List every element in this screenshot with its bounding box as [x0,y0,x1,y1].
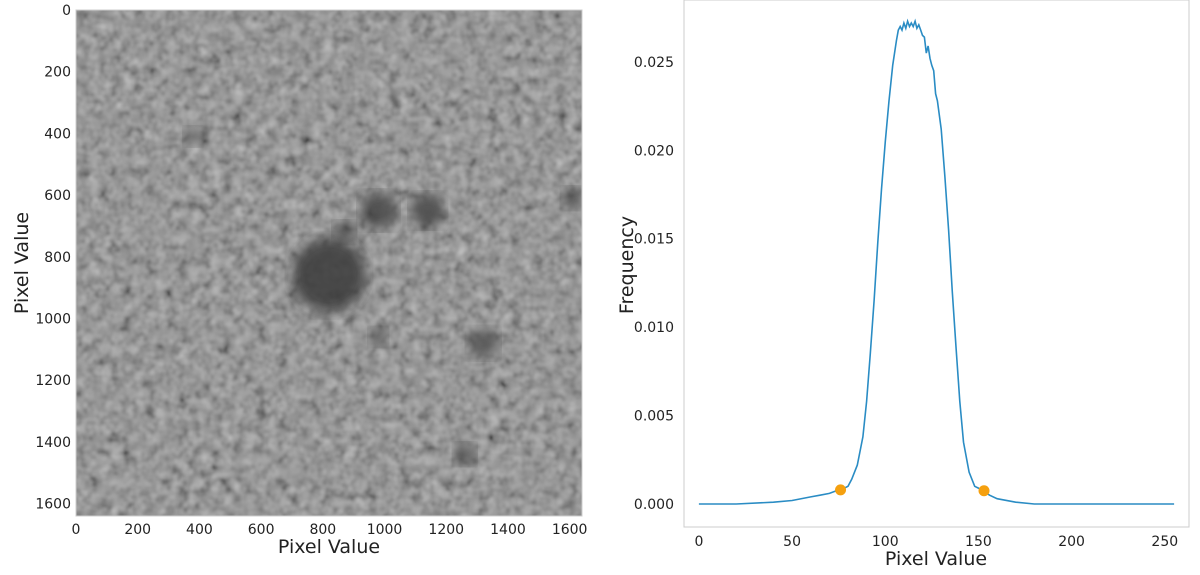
histogram-x-ticks: 0 50 100 150 200 250 [694,534,1178,550]
left-x-tick-label: 800 [309,522,336,538]
solar-image-panel: 0 200 400 600 800 1000 1200 1400 1600 0 200 400 600… [0,0,600,571]
sunspot-region [291,238,367,313]
histogram-y-axis-label: Frequency [616,216,638,314]
left-y-tick-label: 1000 [35,312,71,328]
histogram-y-tick-label: 0.010 [634,320,674,336]
left-y-tick-label: 400 [44,126,71,142]
histogram-y-tick-label: 0.015 [634,232,674,248]
histogram-y-tick-label: 0.025 [634,55,674,71]
sunspot-region [369,327,388,347]
left-x-tick-label: 400 [186,522,213,538]
image-frame [75,9,583,517]
left-y-tick-label: 200 [44,65,71,81]
left-y-tick-label: 1200 [35,373,71,389]
sunspot-region [359,192,397,230]
left-x-tick-label: 1000 [367,522,403,538]
histogram-panel: 0 50 100 150 200 250 0.000 0.005 0.010 0.015 0.02… [600,0,1200,571]
histogram-x-tick-label: 200 [1058,534,1085,550]
threshold-marker [978,485,990,497]
histogram-x-tick-label: 0 [694,534,703,550]
left-y-tick-label: 0 [62,3,71,19]
left-x-tick-label: 0 [72,522,81,538]
left-x-tick-label: 200 [124,522,151,538]
histogram-x-tick-label: 100 [872,534,899,550]
solar-image-chart: 0 200 400 600 800 1000 1200 1400 1600 0 200 400 600… [11,3,588,558]
left-y-ticks: 0 200 400 600 800 1000 1200 1400 1600 [35,3,71,513]
sunspot-region [183,127,203,146]
left-y-axis-label: Pixel Value [11,212,33,314]
left-x-tick-label: 1200 [428,522,464,538]
histogram-frame [683,0,1190,528]
histogram-y-tick-label: 0.000 [634,497,674,513]
sunspot-region [467,327,499,359]
left-x-ticks: 0 200 400 600 800 1000 1200 1400 1600 [72,522,588,538]
sunspot-region [453,443,476,466]
histogram-series-layer [698,18,1175,505]
histogram-x-tick-label: 250 [1151,534,1178,550]
sunspot-regions [183,127,582,466]
left-x-tick-label: 600 [248,522,275,538]
left-x-tick-label: 1400 [490,522,526,538]
histogram-frequency-line [698,18,1175,505]
histogram-y-tick-label: 0.005 [634,409,674,425]
histogram-x-axis-label: Pixel Value [885,548,987,570]
left-x-tick-label: 1600 [552,522,588,538]
left-y-tick-label: 1400 [35,435,71,451]
histogram-marker-layer [835,484,990,497]
left-y-tick-label: 800 [44,250,71,266]
sunspot-region [561,187,582,210]
histogram-y-tick-label: 0.020 [634,143,674,159]
histogram-x-tick-label: 150 [965,534,992,550]
left-y-tick-label: 600 [44,188,71,204]
left-x-axis-label: Pixel Value [278,536,380,558]
left-y-tick-label: 1600 [35,497,71,513]
histogram-y-ticks: 0.000 0.005 0.010 0.015 0.020 0.025 [634,55,674,513]
histogram-x-tick-label: 50 [783,534,801,550]
sunspot-region [410,193,445,228]
sunspot-region [333,221,356,243]
threshold-marker [835,484,847,496]
histogram-chart: 0 50 100 150 200 250 0.000 0.005 0.010 0.015 0.02… [616,0,1190,570]
